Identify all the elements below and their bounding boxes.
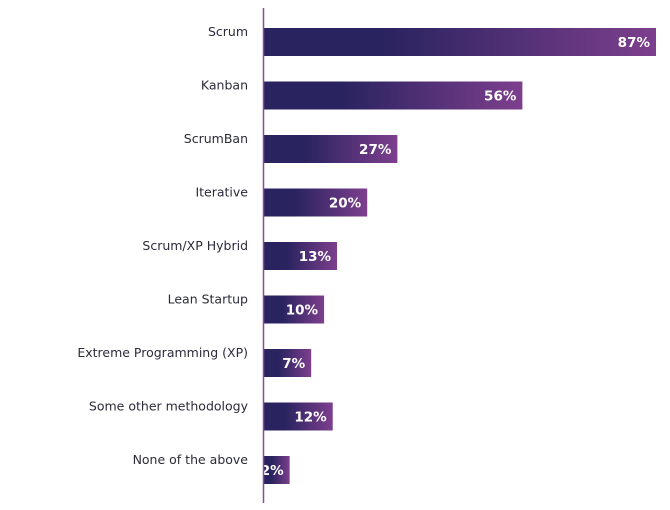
bar	[264, 402, 333, 431]
bar	[264, 456, 290, 484]
value-label: 87%	[618, 35, 651, 51]
category-label: ScrumBan	[184, 131, 248, 146]
value-label: 7%	[282, 356, 305, 372]
bar	[264, 295, 325, 324]
bar	[264, 242, 338, 270]
category-label: Lean Startup	[168, 292, 248, 307]
category-label: Iterative	[195, 185, 248, 200]
bar	[264, 135, 398, 163]
category-label: Some other methodology	[89, 399, 249, 414]
value-label: 12%	[294, 410, 327, 426]
category-label: None of the above	[133, 452, 249, 467]
category-label: Scrum/XP Hybrid	[142, 238, 248, 253]
value-label: 56%	[484, 89, 517, 105]
bar	[264, 349, 312, 377]
category-label: Scrum	[208, 24, 248, 39]
bar	[264, 188, 368, 217]
category-label: Extreme Programming (XP)	[77, 345, 248, 360]
value-label: 2%	[261, 463, 284, 479]
category-label: Kanban	[201, 78, 248, 93]
value-label: 27%	[359, 142, 392, 158]
bar	[264, 28, 656, 56]
value-label: 10%	[286, 303, 319, 319]
bar	[264, 81, 523, 110]
value-label: 13%	[299, 249, 332, 265]
value-label: 20%	[329, 196, 362, 212]
